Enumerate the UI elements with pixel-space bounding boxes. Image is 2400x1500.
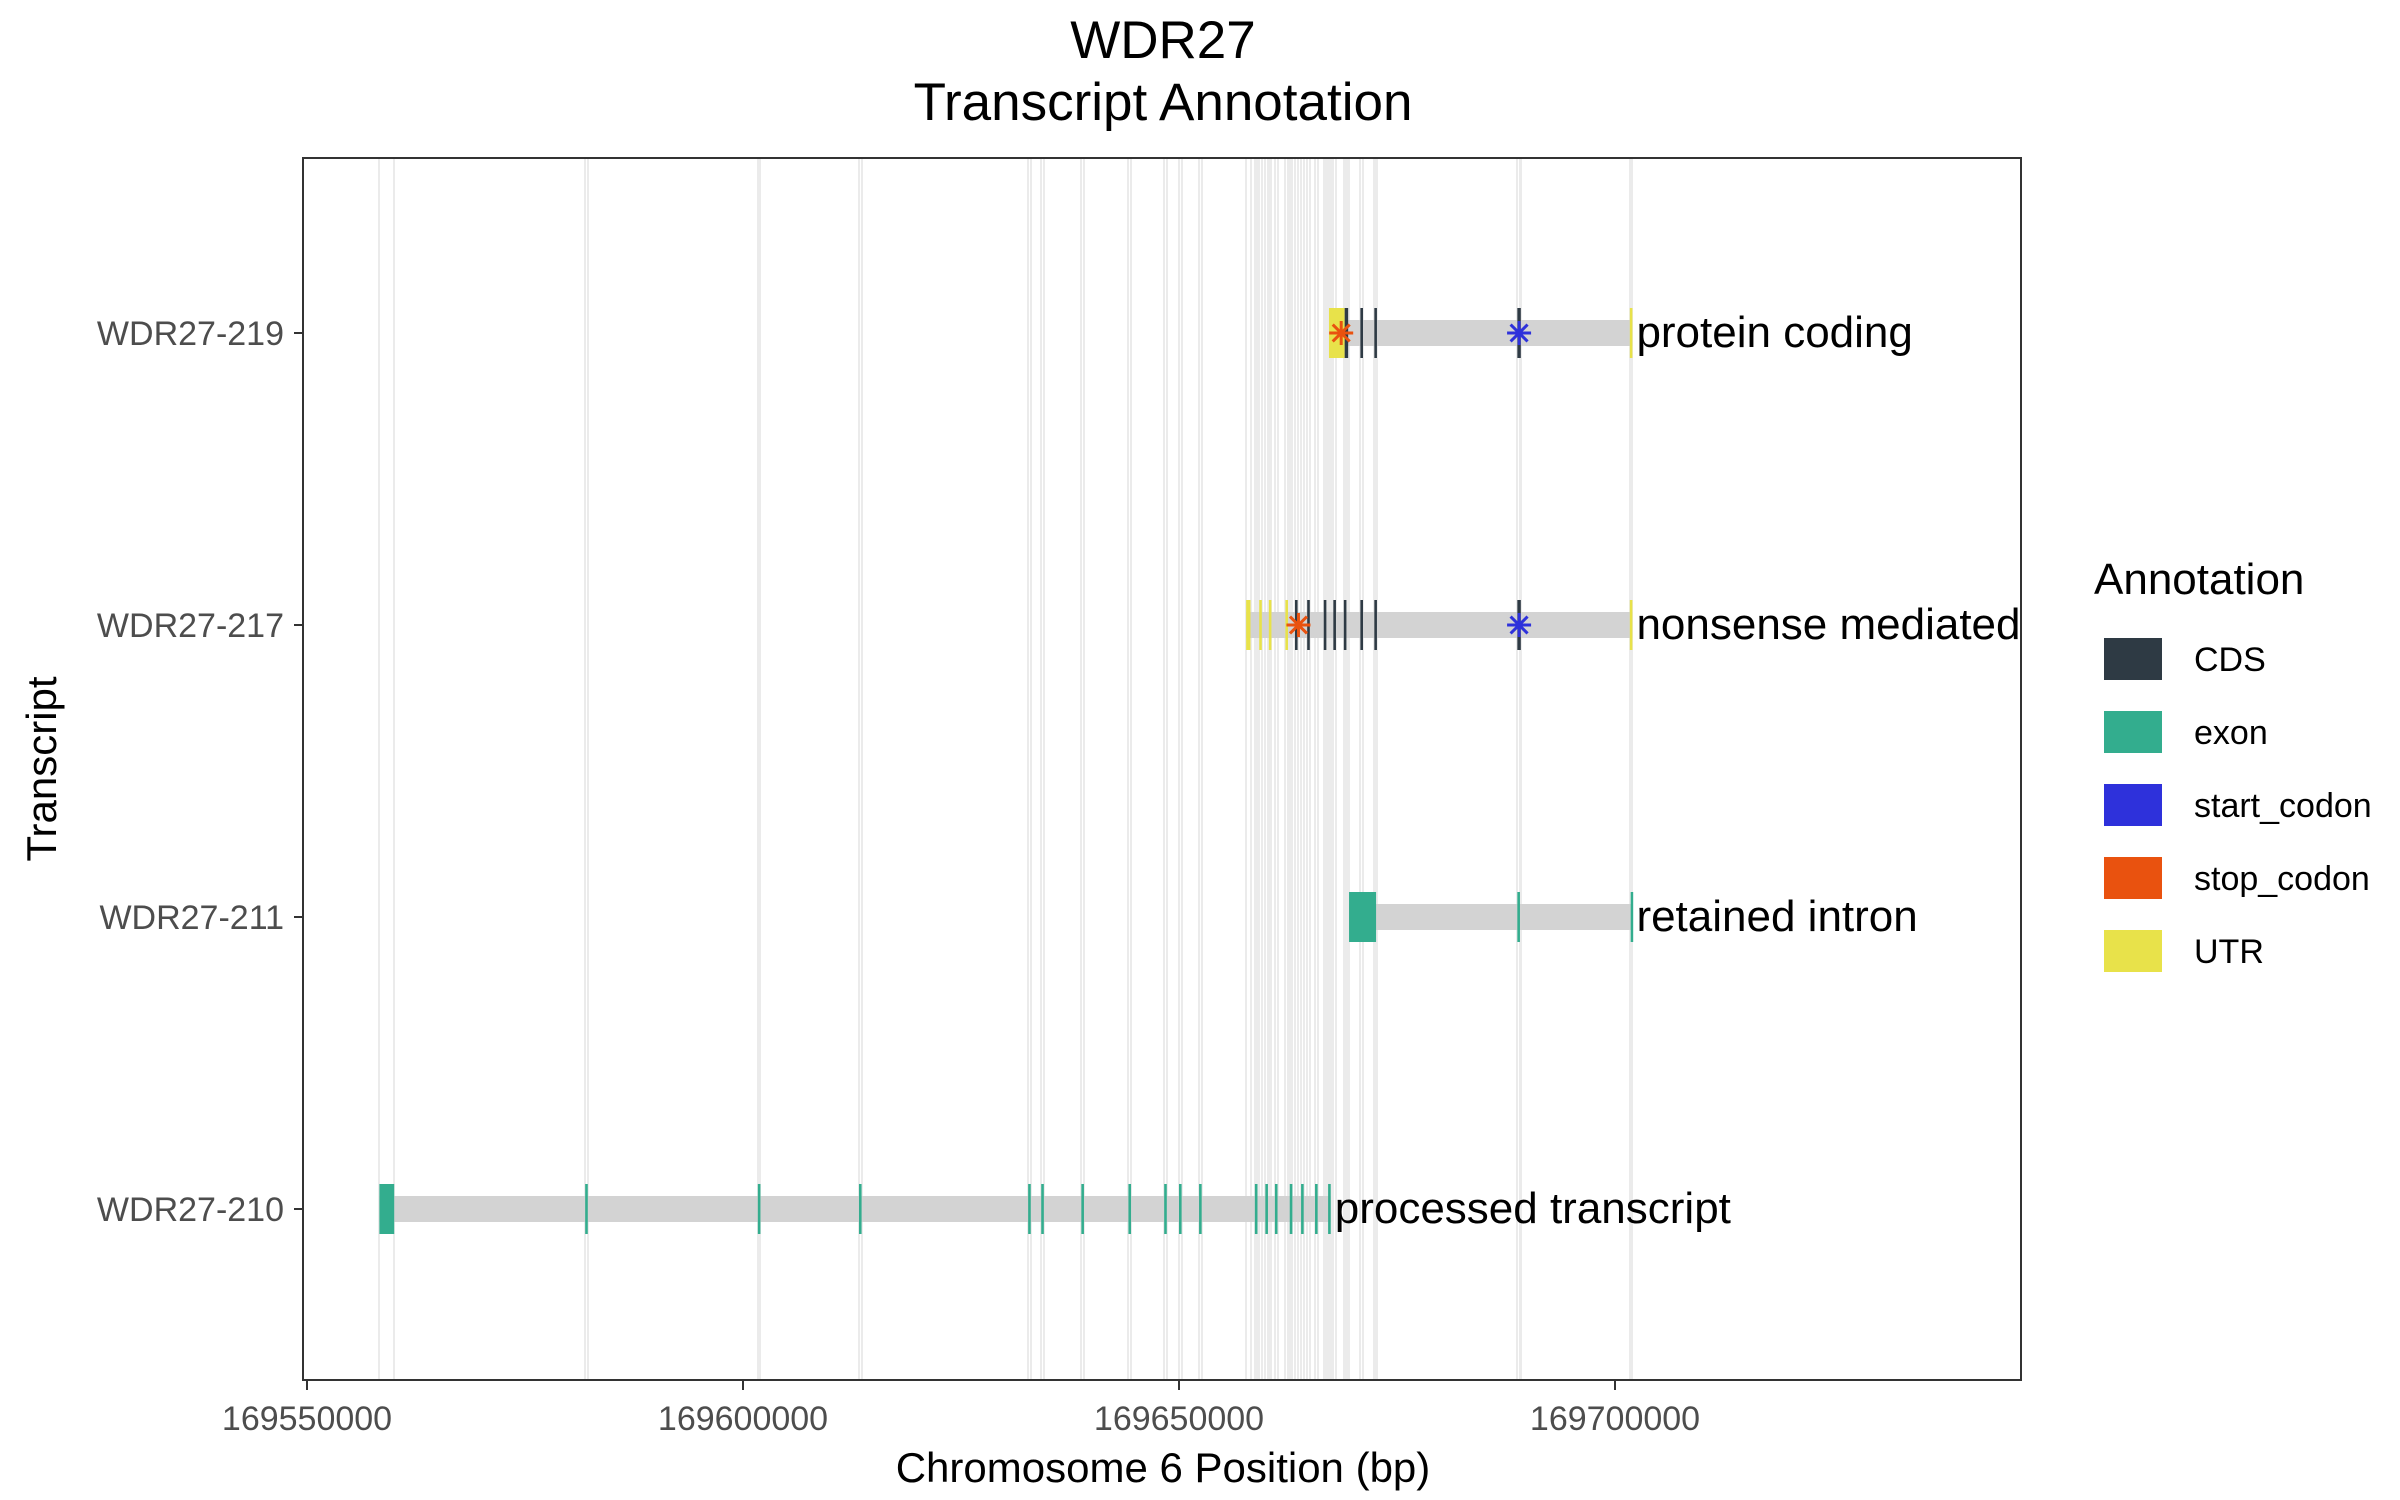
transcript-track-WDR27-219 <box>1328 308 1633 358</box>
cds-block <box>1333 600 1336 650</box>
cds-block <box>1374 308 1377 358</box>
legend-swatch <box>2104 784 2162 826</box>
stop-codon-marker <box>1329 321 1354 345</box>
y-tick-label: WDR27-219 <box>97 315 284 353</box>
legend-item-cds: CDS <box>2104 638 2266 680</box>
utr-block <box>1629 600 1633 650</box>
legend-title: Annotation <box>2094 555 2304 604</box>
exon-block <box>1128 1184 1132 1234</box>
legend-label: exon <box>2194 714 2268 752</box>
transcript-track-WDR27-210 <box>379 1184 1331 1234</box>
y-tick-label: WDR27-210 <box>97 1191 284 1229</box>
utr-block <box>1268 600 1272 650</box>
biotype-label: retained intron <box>1636 892 1917 941</box>
exon-block <box>1254 1184 1258 1234</box>
legend-item-stop-codon: stop_codon <box>2104 857 2370 899</box>
utr-block <box>1246 600 1251 650</box>
x-tick-label: 169700000 <box>1530 1400 1700 1438</box>
start-codon-marker <box>1507 613 1532 637</box>
biotype-label: processed transcript <box>1335 1184 1731 1233</box>
x-tick-label: 169600000 <box>658 1400 828 1438</box>
cds-block <box>1343 600 1347 650</box>
exon-block <box>1179 1184 1182 1234</box>
legend-label: CDS <box>2194 641 2266 679</box>
exon-block <box>1041 1184 1044 1234</box>
y-tick-label: WDR27-211 <box>99 899 284 937</box>
legend-item-start-codon: start_codon <box>2104 784 2372 826</box>
plot-panel <box>303 158 2021 1380</box>
exon-block <box>1081 1184 1084 1234</box>
chart-title: WDR27 <box>1070 11 1256 70</box>
exon-block <box>1315 1184 1318 1234</box>
biotype-label: protein coding <box>1636 308 1912 357</box>
legend-label: stop_codon <box>2194 860 2370 898</box>
cds-block <box>1374 600 1377 650</box>
gridlines <box>378 158 1633 1380</box>
legend-swatch <box>2104 638 2162 680</box>
exon-block <box>1301 1184 1304 1234</box>
legend-item-utr: UTR <box>2104 930 2264 972</box>
utr-block <box>1259 600 1262 650</box>
legend-swatch <box>2104 930 2162 972</box>
cds-block <box>1323 600 1327 650</box>
legend-swatch <box>2104 711 2162 753</box>
utr-block <box>1629 308 1633 358</box>
x-tick-label: 169550000 <box>222 1400 392 1438</box>
exon-block <box>757 1184 761 1234</box>
exon-block <box>1199 1184 1202 1234</box>
stop-codon-marker <box>1286 613 1311 637</box>
exon-block <box>1517 892 1520 942</box>
exon-block <box>1265 1184 1268 1234</box>
exon-block <box>585 1184 588 1234</box>
start-codon-marker <box>1507 321 1532 345</box>
biotype-label: nonsense mediated decay <box>1636 600 2150 649</box>
intron-bar <box>1328 320 1633 346</box>
exon-block <box>1164 1184 1167 1234</box>
x-axis: 169550000 169600000 169650000 169700000 <box>222 1380 1700 1438</box>
cds-block <box>1360 308 1363 358</box>
intron-bar <box>379 1196 1331 1222</box>
exon-block <box>379 1184 395 1234</box>
y-axis: WDR27-219 WDR27-217 WDR27-211 WDR27-210 <box>97 315 303 1229</box>
exon-block <box>858 1184 862 1234</box>
exon-block <box>1349 892 1377 942</box>
exon-block <box>1289 1184 1293 1234</box>
transcript-tracks <box>379 308 1634 1234</box>
transcript-track-WDR27-217 <box>1246 600 1633 650</box>
intron-bar <box>1349 904 1633 930</box>
exon-block <box>1274 1184 1278 1234</box>
chart-subtitle: Transcript Annotation <box>914 73 1413 132</box>
cds-block <box>1360 600 1363 650</box>
legend-label: UTR <box>2194 933 2264 971</box>
x-tick-label: 169650000 <box>1094 1400 1264 1438</box>
exon-block <box>1630 892 1634 942</box>
exon-block <box>1028 1184 1031 1234</box>
legend-label: start_codon <box>2194 787 2372 825</box>
legend-item-exon: exon <box>2104 711 2268 753</box>
x-axis-label: Chromosome 6 Position (bp) <box>896 1444 1431 1491</box>
transcript-track-WDR27-211 <box>1349 892 1634 942</box>
plot-border <box>302 157 2022 1381</box>
y-tick-label: WDR27-217 <box>97 607 284 645</box>
biotype-labels: protein coding nonsense mediated decay ret… <box>1335 308 2150 1233</box>
legend: Annotation CDS exon start_codon stop_codon U… <box>2094 555 2372 972</box>
y-axis-label: Transcript <box>18 676 65 861</box>
intron-bar <box>1246 612 1633 638</box>
legend-swatch <box>2104 857 2162 899</box>
exon-block <box>1328 1184 1331 1234</box>
